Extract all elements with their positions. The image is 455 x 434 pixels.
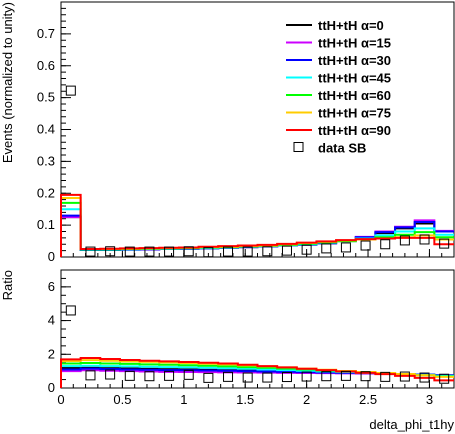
top-data-sb-point bbox=[380, 239, 391, 250]
ratio-histogram-line bbox=[60, 356, 454, 388]
x-tick-label: 2.5 bbox=[359, 392, 377, 407]
legend-label: ttH+tH α=90 bbox=[318, 123, 391, 138]
top-data-sb-point bbox=[124, 246, 135, 257]
x-tick-label: 0 bbox=[57, 392, 64, 407]
top-y-tick-label: 0.3 bbox=[37, 153, 55, 168]
top-y-tick-label: 0.2 bbox=[37, 185, 55, 200]
top-data-sb-point bbox=[262, 246, 273, 257]
top-data-sb-point bbox=[340, 242, 351, 253]
top-data-sb-point bbox=[144, 246, 155, 257]
ratio-data-sb-point bbox=[281, 372, 292, 383]
ratio-data-sb-point bbox=[164, 370, 175, 381]
bottom-y-axis-title: Ratio bbox=[0, 270, 15, 300]
top-data-sb-point bbox=[242, 246, 253, 257]
top-data-sb-point bbox=[105, 246, 116, 257]
top-data-sb-point bbox=[399, 235, 410, 246]
x-tick-label: 1 bbox=[180, 392, 187, 407]
legend-label: ttH+tH α=45 bbox=[318, 71, 391, 86]
ratio-data-sb-point bbox=[223, 371, 234, 382]
top-data-sb-point bbox=[301, 244, 312, 255]
ratio-data-sb-point bbox=[85, 370, 96, 381]
top-histograms bbox=[60, 85, 454, 258]
top-data-sb-point bbox=[65, 85, 76, 96]
legend-label: ttH+tH α=60 bbox=[318, 88, 391, 103]
ratio-y-tick-label: 2 bbox=[48, 346, 55, 361]
top-y-tick-label: 0 bbox=[48, 249, 55, 264]
top-y-tick-label: 0.5 bbox=[37, 90, 55, 105]
ratio-data-sb-point bbox=[203, 372, 214, 383]
top-histogram-line bbox=[60, 193, 454, 257]
legend-label: data SB bbox=[318, 141, 366, 156]
ratio-y-tick-label: 4 bbox=[48, 313, 55, 328]
ratio-y-tick-label: 6 bbox=[48, 279, 55, 294]
ratio-data-sb-point bbox=[144, 371, 155, 382]
top-data-sb-point bbox=[183, 246, 194, 257]
ratio-data-sb-point bbox=[124, 370, 135, 381]
ratio-histograms bbox=[60, 305, 454, 388]
x-tick-label: 1.5 bbox=[236, 392, 254, 407]
ratio-data-sb-point bbox=[242, 372, 253, 383]
legend-label: ttH+tH α=30 bbox=[318, 53, 391, 68]
ratio-data-sb-point bbox=[340, 370, 351, 381]
top-data-sb-point bbox=[419, 234, 430, 245]
ratio-data-sb-point bbox=[399, 371, 410, 382]
top-y-tick-label: 0.1 bbox=[37, 217, 55, 232]
legend-label: ttH+tH α=15 bbox=[318, 36, 391, 51]
top-y-axis-title: Events (normalized to unity) bbox=[0, 2, 15, 163]
ratio-data-sb-point bbox=[321, 371, 332, 382]
bottom-y-axis: 0 2 4 6 bbox=[48, 269, 455, 395]
ratio-data-sb-point bbox=[439, 373, 450, 384]
top-data-sb-point bbox=[360, 240, 371, 251]
legend: ttH+tH α=0 ttH+tH α=15 ttH+tH α=30 ttH+tH α… bbox=[286, 18, 391, 156]
ratio-data-sb-point bbox=[360, 371, 371, 382]
top-data-sb-point bbox=[203, 247, 214, 258]
top-y-axis: 0 0.1 0.2 0.3 0.4 0.5 0.6 0.7 bbox=[37, 1, 455, 264]
top-y-tick-label: 0.7 bbox=[37, 26, 55, 41]
legend-label: ttH+tH α=0 bbox=[318, 18, 384, 33]
x-tick-label: 0.5 bbox=[113, 392, 131, 407]
top-y-tick-label: 0.4 bbox=[37, 122, 55, 137]
top-data-sb-point bbox=[223, 246, 234, 257]
ratio-data-sb-point bbox=[301, 371, 312, 382]
top-y-tick-label: 0.6 bbox=[37, 58, 55, 73]
top-data-sb-point bbox=[439, 238, 450, 249]
legend-marker bbox=[293, 142, 304, 152]
x-axis-title: delta_phi_t1hy bbox=[369, 417, 454, 432]
ratio-data-sb-point bbox=[419, 372, 430, 383]
x-tick-label: 3 bbox=[426, 392, 433, 407]
ratio-data-sb-point bbox=[262, 372, 273, 383]
x-axis: 0 0.5 1 1.5 2 2.5 3 bbox=[57, 392, 433, 407]
top-data-sb-point bbox=[321, 243, 332, 254]
top-data-sb-point bbox=[281, 245, 292, 256]
x-tick-label: 2 bbox=[303, 392, 310, 407]
top-data-sb-point bbox=[164, 246, 175, 257]
legend-label: ttH+tH α=75 bbox=[318, 106, 391, 121]
ratio-data-sb-point bbox=[380, 371, 391, 382]
ratio-data-sb-point bbox=[105, 369, 116, 380]
ratio-data-sb-point bbox=[183, 369, 194, 380]
ratio-data-sb-point bbox=[65, 305, 76, 316]
top-plot-frame bbox=[60, 1, 455, 258]
top-data-sb-point bbox=[85, 246, 96, 257]
ratio-y-tick-label: 0 bbox=[48, 380, 55, 395]
